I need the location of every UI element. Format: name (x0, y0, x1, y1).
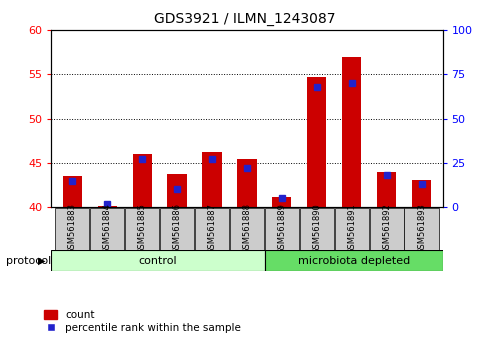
Text: control: control (139, 256, 177, 266)
Bar (264, 250, 442, 271)
Bar (376, 172, 395, 207)
Text: microbiota depleted: microbiota depleted (297, 256, 409, 266)
Bar (167, 174, 186, 207)
Text: GSM561883: GSM561883 (68, 203, 77, 254)
Bar (55, 208, 89, 250)
Bar (195, 208, 229, 250)
Bar (306, 77, 326, 207)
Legend: count, percentile rank within the sample: count, percentile rank within the sample (44, 310, 241, 333)
Text: GSM561891: GSM561891 (346, 203, 355, 254)
Text: GSM561885: GSM561885 (138, 203, 146, 254)
Text: GSM561884: GSM561884 (102, 203, 111, 254)
Bar (334, 208, 368, 250)
Bar (237, 159, 256, 207)
Bar (342, 57, 361, 207)
Text: GSM561889: GSM561889 (277, 203, 286, 254)
Bar (160, 208, 194, 250)
Bar (90, 208, 124, 250)
Text: GDS3921 / ILMN_1243087: GDS3921 / ILMN_1243087 (153, 12, 335, 27)
Text: GSM561893: GSM561893 (416, 203, 425, 254)
Text: GSM561890: GSM561890 (312, 203, 321, 254)
Text: GSM561887: GSM561887 (207, 203, 216, 254)
Bar (125, 208, 159, 250)
Text: GSM561886: GSM561886 (172, 203, 181, 254)
Bar (411, 179, 430, 207)
Bar (404, 208, 438, 250)
Bar (202, 152, 221, 207)
Text: GSM561888: GSM561888 (242, 203, 251, 254)
Bar (132, 154, 151, 207)
Bar (51, 250, 264, 271)
Bar (272, 198, 291, 207)
Bar (229, 208, 264, 250)
Bar (264, 208, 298, 250)
Bar (299, 208, 333, 250)
Bar (98, 206, 117, 207)
Bar (369, 208, 403, 250)
Text: GSM561892: GSM561892 (382, 203, 390, 254)
Bar (62, 176, 82, 207)
Text: ▶: ▶ (38, 256, 45, 266)
Text: protocol: protocol (6, 256, 51, 266)
